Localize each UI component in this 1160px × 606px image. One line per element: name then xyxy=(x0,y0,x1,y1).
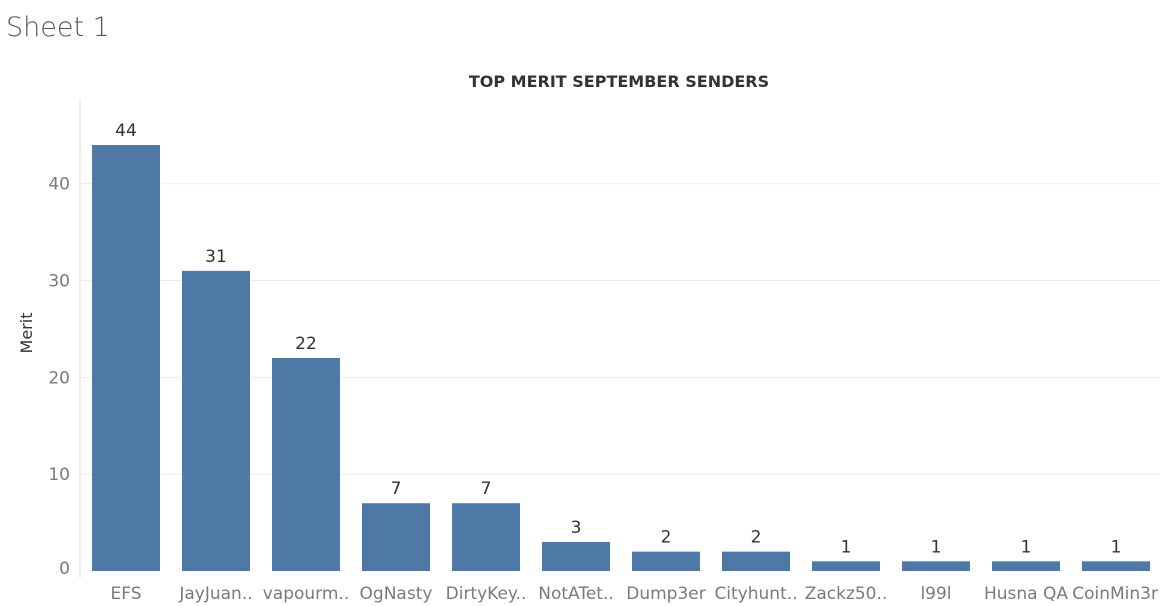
bar-value-label: 22 xyxy=(295,334,317,354)
x-tick-label: CoinMin3r xyxy=(1072,584,1158,604)
bar-value-label: 7 xyxy=(481,479,492,499)
sheet-title: Sheet 1 xyxy=(6,12,110,43)
bar-value-label: 31 xyxy=(205,247,227,267)
x-tick-label: Zackz50.. xyxy=(805,584,888,604)
y-tick-label: 10 xyxy=(48,465,70,485)
bar-value-label: 7 xyxy=(391,479,402,499)
bar-value-label: 2 xyxy=(661,528,672,548)
bar-value-label: 44 xyxy=(115,121,137,141)
chart-title: TOP MERIT SEPTEMBER SENDERS xyxy=(469,72,769,91)
bar[interactable] xyxy=(542,541,610,571)
x-tick-label: JayJuan.. xyxy=(178,584,252,604)
bar-value-label: 1 xyxy=(931,537,942,557)
x-tick-label: EFS xyxy=(110,584,141,604)
x-tick-label: Cityhunt.. xyxy=(714,584,797,604)
x-tick-label: l99l xyxy=(920,584,951,604)
bar[interactable] xyxy=(92,145,160,571)
bar[interactable] xyxy=(812,561,880,571)
bar[interactable] xyxy=(452,503,520,571)
bars xyxy=(92,145,1150,571)
x-tick-label: Dump3er xyxy=(626,584,705,604)
y-tick-label: 40 xyxy=(48,175,70,195)
bar[interactable] xyxy=(992,561,1060,571)
bar[interactable] xyxy=(272,358,340,571)
x-tick-label: OgNasty xyxy=(360,584,433,604)
x-tick-label: NotATet.. xyxy=(538,584,614,604)
bar[interactable] xyxy=(632,551,700,571)
bar[interactable] xyxy=(362,503,430,571)
x-tick-label: DirtyKey.. xyxy=(446,584,527,604)
y-tick-label: 20 xyxy=(48,368,70,388)
y-tick-label: 30 xyxy=(48,272,70,292)
bar-value-label: 1 xyxy=(1111,537,1122,557)
y-axis-label: Merit xyxy=(17,313,36,354)
bar[interactable] xyxy=(1082,561,1150,571)
bar-value-label: 3 xyxy=(571,518,582,538)
bar-value-label: 1 xyxy=(841,537,852,557)
y-axis-ticks: 0 10 20 30 40 xyxy=(48,175,70,579)
bar[interactable] xyxy=(722,551,790,571)
bar-value-label: 1 xyxy=(1021,537,1032,557)
x-tick-label: vapourm.. xyxy=(263,584,350,604)
x-tick-label: Husna QA xyxy=(984,584,1068,604)
x-axis-ticks: EFS JayJuan.. vapourm.. OgNasty DirtyKey.. No… xyxy=(110,584,1158,604)
bar-value-label: 2 xyxy=(751,528,762,548)
gridlines xyxy=(79,98,1160,578)
y-tick-label: 0 xyxy=(59,559,70,579)
bar[interactable] xyxy=(182,270,250,571)
bar[interactable] xyxy=(902,561,970,571)
